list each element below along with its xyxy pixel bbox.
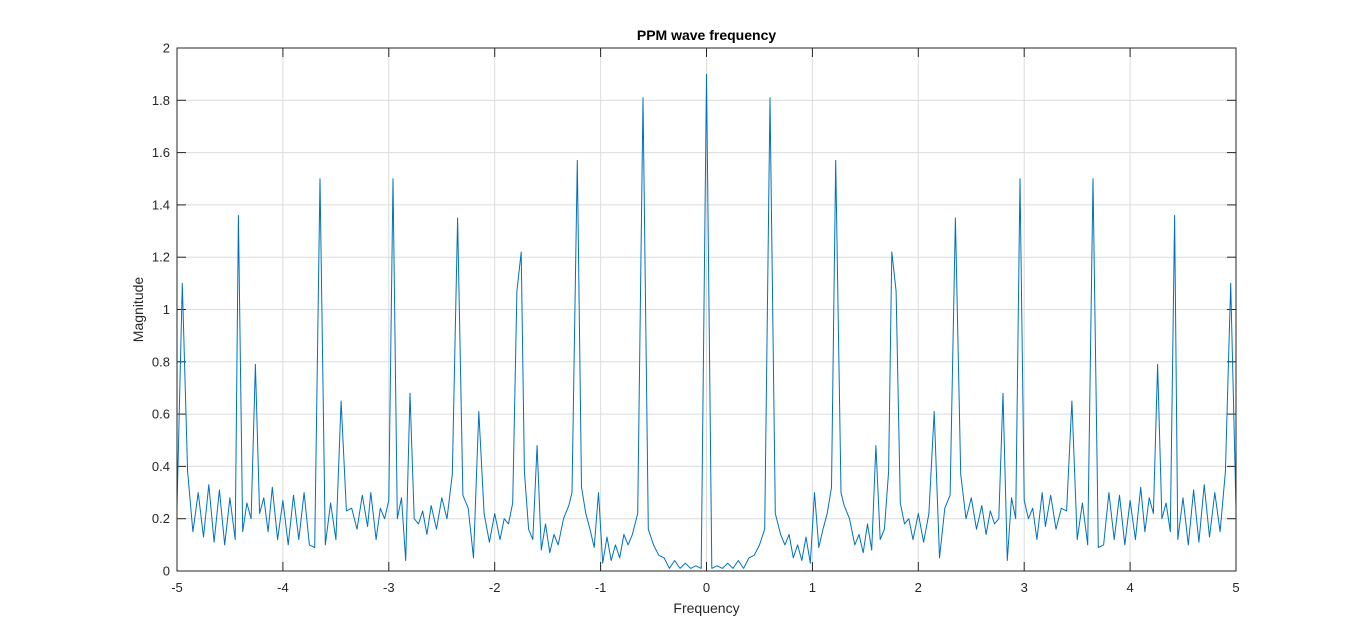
y-tick-label: 0.4 (152, 459, 170, 474)
y-tick-label: 1.8 (152, 93, 170, 108)
y-tick-label: 1.6 (152, 145, 170, 160)
y-tick-label: 1 (163, 302, 170, 317)
y-tick-label: 1.4 (152, 197, 170, 212)
y-tick-label: 2 (163, 41, 170, 56)
x-tick-label: -3 (383, 580, 395, 595)
y-tick-label: 0 (163, 564, 170, 579)
x-tick-label: 4 (1126, 580, 1133, 595)
x-tick-label: 5 (1232, 580, 1239, 595)
chart-title: PPM wave frequency (637, 27, 776, 43)
x-tick-label: -4 (277, 580, 289, 595)
x-tick-label: -2 (489, 580, 501, 595)
plot-border (176, 47, 1237, 572)
y-tick-label: 1.2 (152, 250, 170, 265)
x-tick-labels: -5 -4 -3 -2 -1 0 1 2 3 4 5 (171, 580, 1239, 595)
series-line-magnitude (176, 73, 1237, 569)
x-tick-label: -5 (171, 580, 183, 595)
y-tick-label: 0.6 (152, 407, 170, 422)
y-tick-label: 0.2 (152, 511, 170, 526)
y-tick-labels: 0 0.2 0.4 0.6 0.8 1 1.2 1.4 1.6 1.8 2 (152, 41, 170, 579)
x-tick-label: 1 (809, 580, 816, 595)
series-layer (176, 73, 1237, 569)
x-tick-label: 0 (703, 580, 710, 595)
x-tick-label: 2 (915, 580, 922, 595)
y-tick-label: 0.8 (152, 354, 170, 369)
x-tick-label: 3 (1021, 580, 1028, 595)
y-axis-label: Magnitude (130, 277, 146, 343)
x-axis-label: Frequency (673, 600, 739, 616)
x-tick-label: -1 (595, 580, 607, 595)
